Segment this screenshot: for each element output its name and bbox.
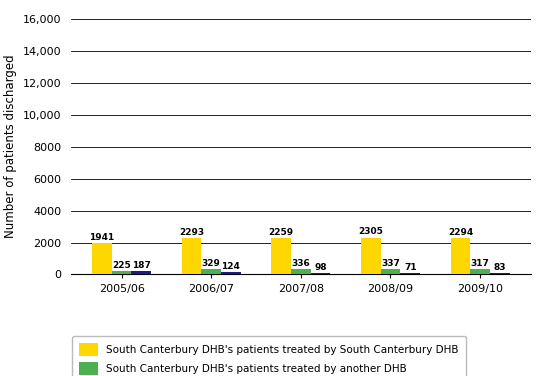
Bar [361,238,381,274]
Bar [221,273,241,274]
Y-axis label: Number of patients discharged: Number of patients discharged [4,55,17,238]
Text: 124: 124 [222,262,240,271]
Legend: South Canterbury DHB's patients treated by South Canterbury DHB, South Canterbur: South Canterbury DHB's patients treated … [72,336,466,376]
Text: 225: 225 [112,261,131,270]
Text: 83: 83 [493,263,506,272]
Bar [92,244,112,274]
Bar [451,238,470,274]
Text: 2259: 2259 [269,228,294,237]
Text: 329: 329 [202,259,220,268]
Text: 2294: 2294 [448,227,473,237]
Bar [112,271,131,274]
Bar [271,238,291,274]
Text: 336: 336 [292,259,310,268]
Bar [182,238,201,274]
Bar [131,271,151,274]
Bar [311,273,330,274]
Text: 317: 317 [470,259,490,268]
Text: 187: 187 [132,261,151,270]
Text: 1941: 1941 [89,233,114,242]
Bar [400,273,420,274]
Text: 71: 71 [404,263,416,272]
Text: 2293: 2293 [179,227,204,237]
Bar [470,270,490,274]
Text: 337: 337 [381,259,400,268]
Bar [381,269,400,274]
Text: 2305: 2305 [358,227,383,237]
Text: 98: 98 [315,262,327,271]
Bar [291,269,311,274]
Bar [490,273,510,274]
Bar [201,269,221,274]
